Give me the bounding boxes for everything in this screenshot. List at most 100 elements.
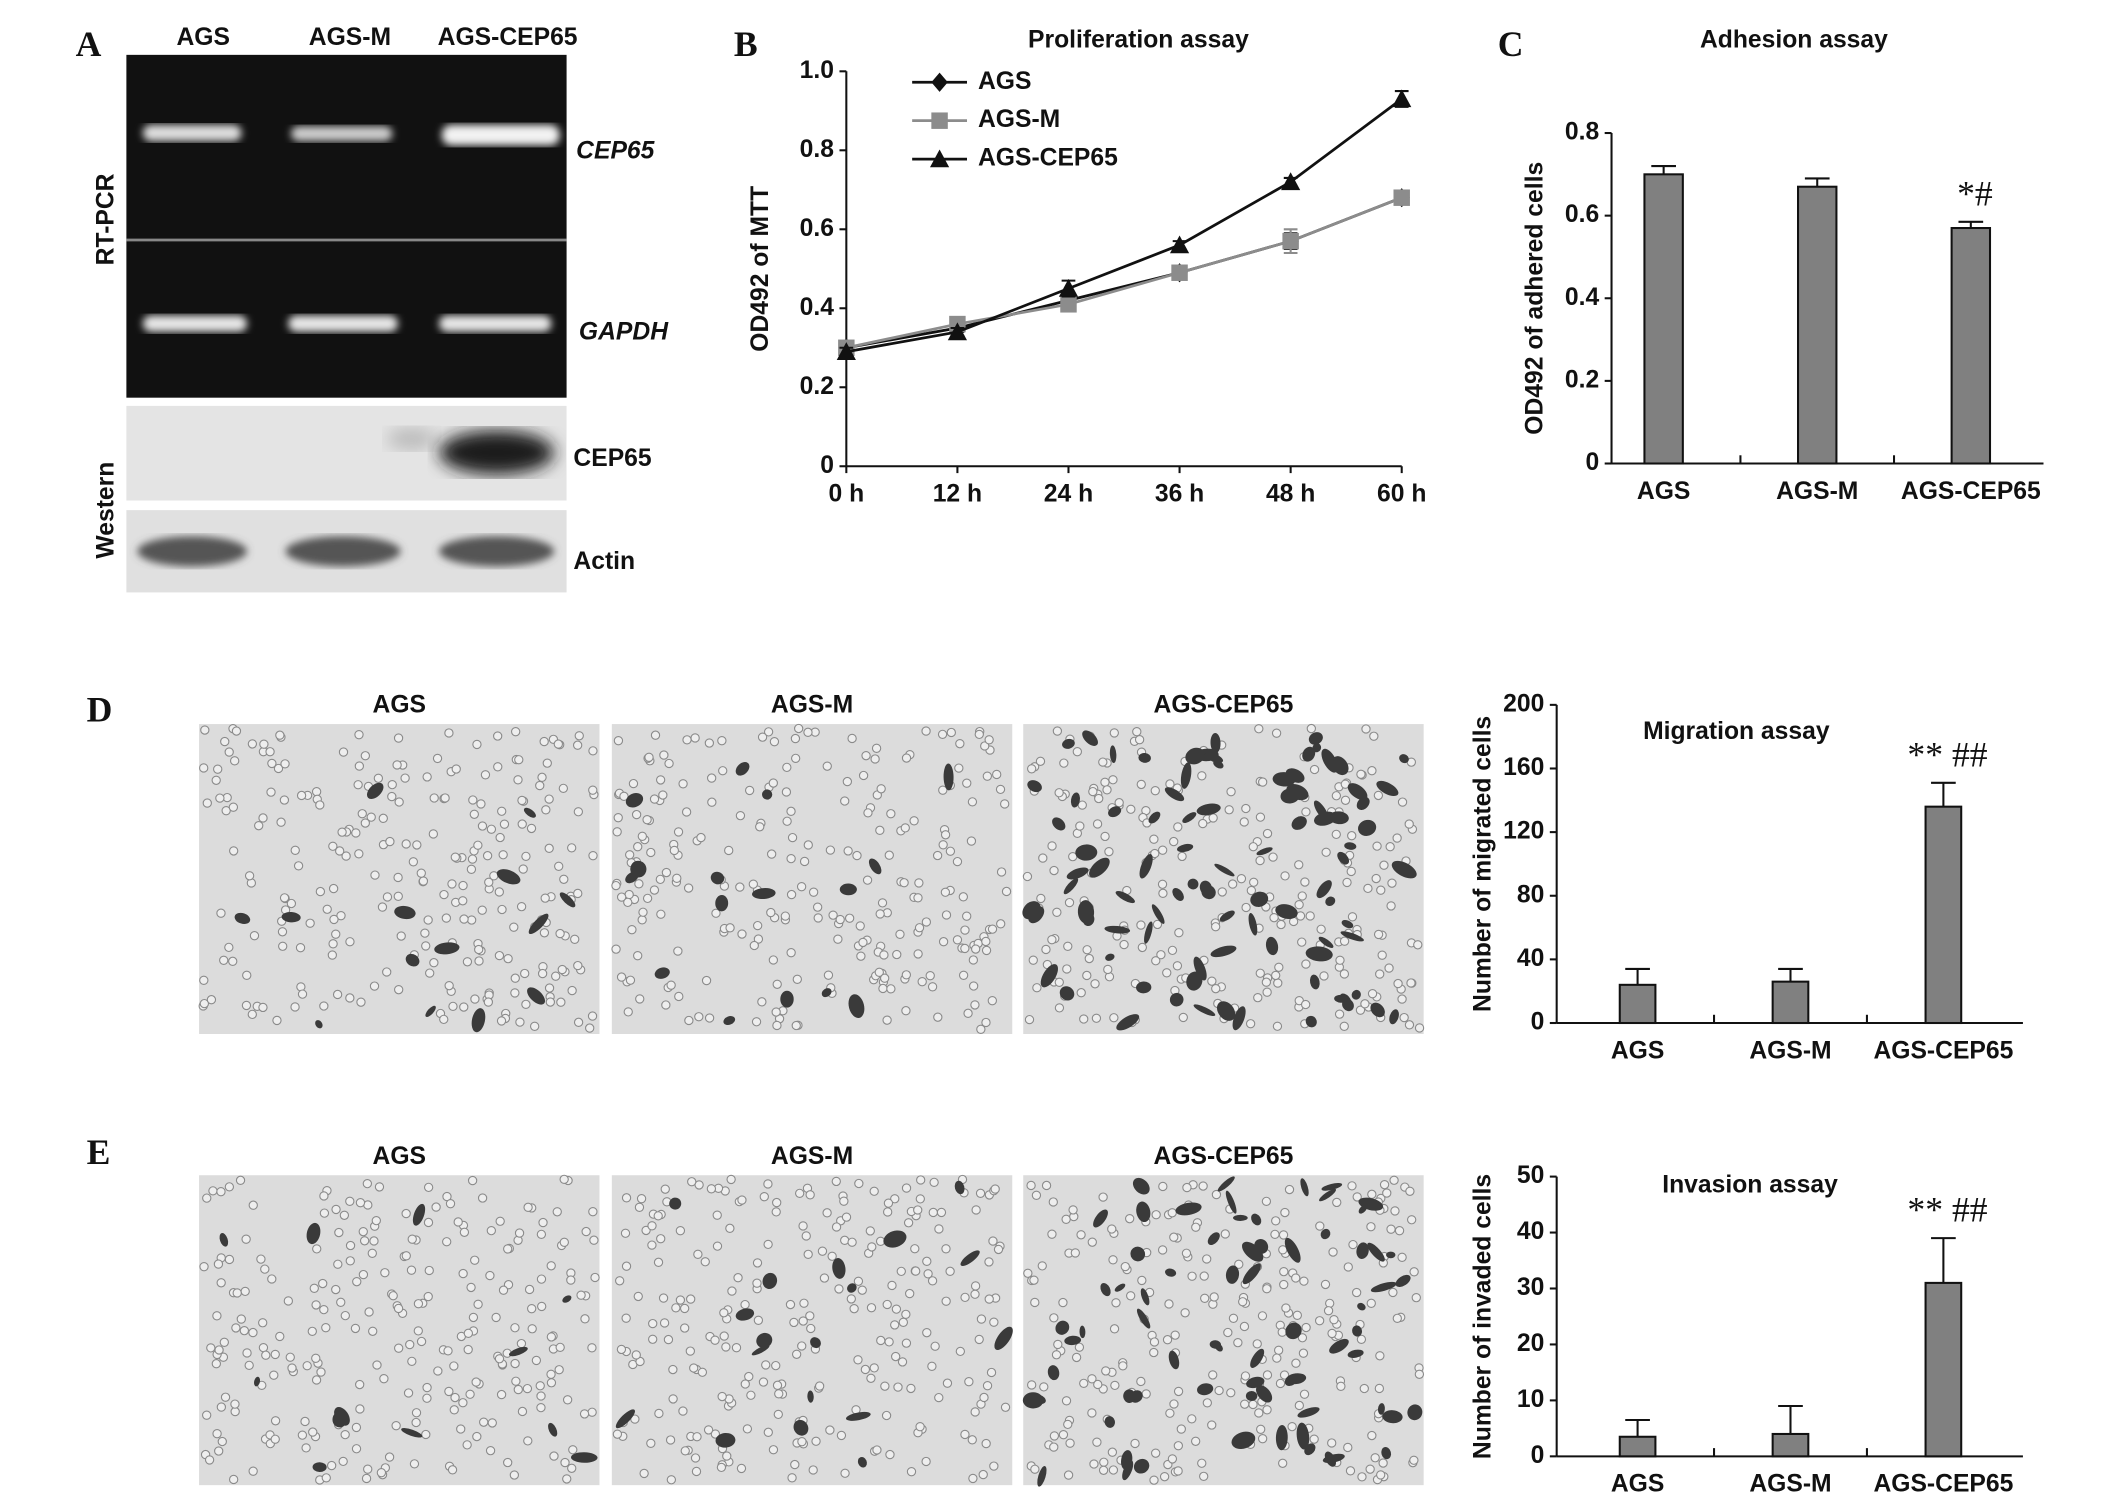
pore [1026, 1180, 1036, 1191]
pore [755, 822, 765, 832]
cell [735, 762, 750, 776]
pore [786, 889, 797, 900]
pore [368, 1326, 378, 1336]
cell [1164, 787, 1185, 802]
pore [685, 1346, 695, 1356]
pore [1172, 961, 1183, 971]
pore [355, 1198, 366, 1208]
panel-letter: B [734, 24, 758, 64]
pore [1023, 1268, 1033, 1278]
pore [587, 1011, 598, 1021]
pore [752, 1278, 762, 1288]
cell [234, 912, 251, 924]
pore [451, 764, 461, 774]
pore [981, 1438, 991, 1449]
pore [772, 1197, 782, 1208]
pore [1323, 1306, 1334, 1316]
pore [546, 1378, 557, 1388]
pore [869, 1363, 879, 1373]
pore [858, 770, 869, 781]
cell [1027, 780, 1042, 793]
pore [1130, 1438, 1140, 1449]
pore [1275, 1378, 1286, 1389]
pore [863, 808, 873, 818]
cell [1381, 1447, 1392, 1460]
pore [224, 1182, 235, 1192]
pore [1054, 1003, 1065, 1013]
pore [772, 979, 782, 989]
pore [1347, 1181, 1357, 1191]
pore [1340, 795, 1351, 805]
pore [1054, 788, 1064, 798]
pore [1029, 1275, 1039, 1285]
pore [514, 1228, 525, 1238]
pore [1190, 1436, 1201, 1446]
pore [878, 983, 888, 994]
band-label: GAPDH [579, 319, 669, 346]
pore [900, 823, 910, 833]
pore [1079, 1378, 1089, 1389]
error-bar [1651, 165, 1676, 175]
pore [319, 1001, 329, 1011]
pore [319, 1191, 329, 1201]
pore [1389, 1175, 1399, 1185]
pore [781, 787, 792, 797]
pore [1406, 1215, 1417, 1225]
pore [469, 809, 479, 819]
pore [340, 1310, 350, 1321]
pore [712, 1241, 723, 1251]
pore [1252, 1339, 1262, 1349]
pore [279, 795, 290, 805]
pore [1382, 1188, 1392, 1198]
pore [515, 1017, 525, 1027]
pore [214, 1345, 224, 1355]
pore [921, 1456, 931, 1467]
cell [1180, 762, 1192, 789]
cell [762, 789, 773, 800]
pore [523, 1202, 533, 1213]
pore [631, 1350, 641, 1360]
pore [613, 736, 624, 746]
pore [876, 784, 886, 794]
pore [287, 1363, 297, 1373]
pore [449, 1361, 459, 1371]
pore [886, 809, 896, 819]
pore [215, 793, 225, 803]
pore [768, 778, 778, 788]
pore [1214, 1385, 1224, 1396]
pore [960, 1292, 970, 1303]
pore [795, 1188, 805, 1199]
pore [834, 1284, 844, 1294]
cell [1089, 857, 1110, 878]
image-label: AGS [373, 1143, 426, 1170]
pore [1169, 1232, 1179, 1242]
series-line [846, 196, 1403, 350]
pore [411, 1417, 421, 1428]
pore [1103, 964, 1113, 975]
pore [421, 1429, 431, 1440]
pore [758, 1377, 769, 1387]
panel-letter: C [1498, 24, 1524, 64]
pore [941, 1244, 951, 1254]
pore [269, 1370, 279, 1380]
row-label: Western [93, 462, 120, 559]
cell [1197, 1383, 1214, 1396]
pore [1049, 1431, 1060, 1441]
pore [1392, 1313, 1402, 1324]
pore [616, 1344, 627, 1355]
pore [1369, 731, 1379, 741]
pore [1356, 1334, 1367, 1345]
pore [968, 981, 979, 991]
cell [735, 1308, 755, 1321]
pore [428, 829, 439, 839]
pore [813, 913, 823, 923]
pore [1334, 1009, 1345, 1019]
pore [219, 955, 229, 965]
pore [587, 1407, 597, 1417]
pore [1300, 999, 1311, 1010]
pore [927, 982, 938, 992]
pore [1301, 1322, 1311, 1333]
pore [1375, 969, 1385, 979]
pore [407, 1356, 417, 1367]
pore [1028, 955, 1038, 965]
